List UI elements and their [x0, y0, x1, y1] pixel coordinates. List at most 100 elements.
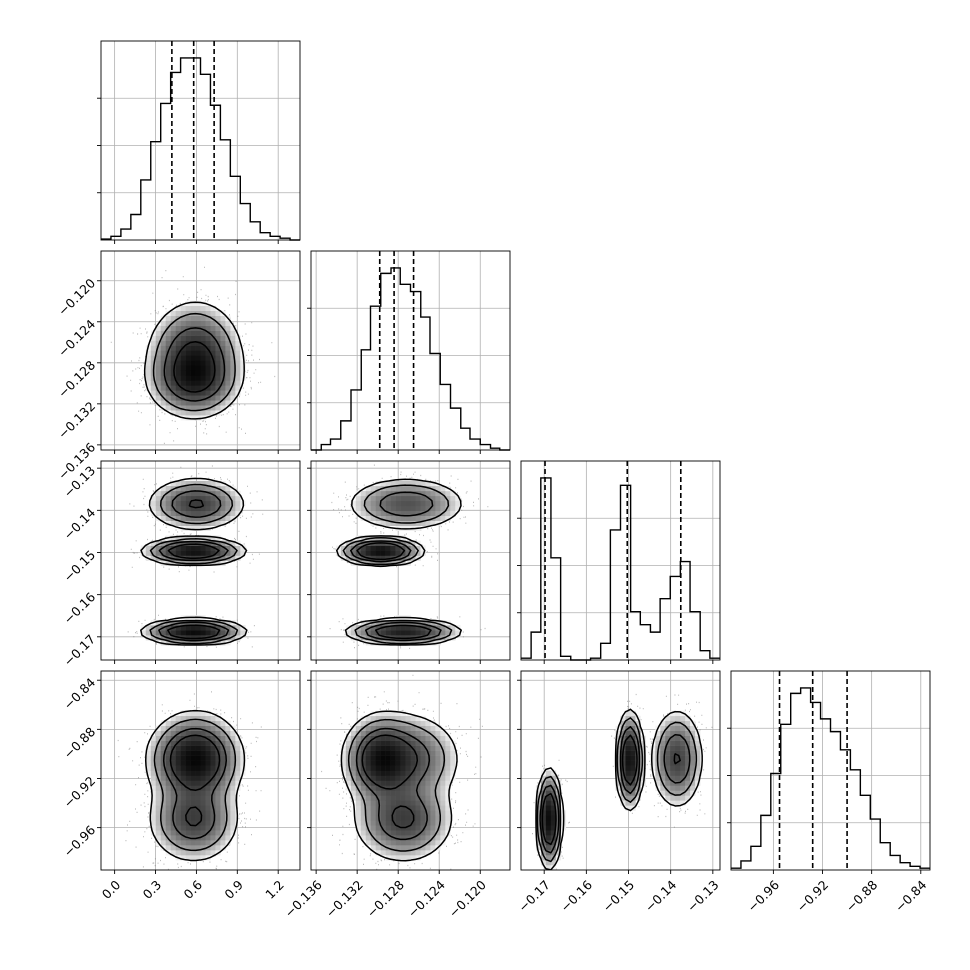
density-cell: [235, 375, 241, 381]
density-cell: [230, 755, 236, 761]
density-cell: [640, 770, 646, 776]
density-cell: [390, 545, 396, 551]
density-cell: [435, 790, 441, 796]
density-cell: [225, 355, 231, 361]
density-cell: [385, 490, 391, 497]
density-cell: [170, 480, 176, 487]
density-cell: [405, 835, 411, 841]
density-cell: [180, 785, 186, 791]
density-cell: [615, 785, 621, 791]
density-cell: [670, 750, 676, 756]
density-cell: [415, 795, 421, 801]
density-cell: [405, 625, 411, 631]
density-cell: [385, 780, 391, 786]
density-cell: [155, 490, 161, 497]
density-cell: [535, 840, 542, 846]
density-cell: [150, 350, 157, 356]
density-cell: [170, 825, 176, 831]
density-cell: [205, 805, 211, 811]
density-cell: [205, 340, 211, 346]
density-cell: [365, 770, 371, 776]
density-cell: [350, 730, 357, 736]
density-cell: [185, 800, 191, 806]
density-cell: [680, 755, 686, 761]
density-cell: [690, 755, 696, 761]
density-cell: [230, 355, 236, 361]
contour-line-1: [541, 734, 681, 846]
density-cell: [215, 840, 221, 846]
density-cell: [175, 840, 181, 846]
contour-line-1: [167, 499, 221, 640]
density-cell: [225, 725, 231, 731]
density-cell: [400, 640, 406, 646]
density-cell: [205, 770, 211, 776]
density-cell: [670, 785, 676, 791]
density-cell: [410, 515, 416, 521]
density-cell: [405, 755, 411, 761]
density-cell: [220, 630, 226, 636]
density-cell: [355, 775, 362, 781]
density-cell: [655, 730, 661, 736]
density-cell: [215, 805, 221, 811]
density-cell: [185, 360, 191, 366]
density-cell: [185, 540, 191, 546]
density-cell: [430, 750, 436, 756]
density-cell: [220, 765, 226, 771]
density-cell: [415, 520, 421, 526]
density-cell: [185, 500, 191, 507]
density-cell: [230, 735, 236, 741]
density-cell: [675, 745, 681, 751]
density-cell: [425, 790, 431, 796]
density-cell: [180, 375, 186, 381]
density-cell: [545, 845, 552, 851]
density-cell: [625, 750, 631, 756]
density-cell: [545, 865, 552, 870]
density-cell: [175, 810, 181, 816]
density-cell: [160, 800, 166, 806]
density-cell: [200, 390, 206, 396]
density-cell: [625, 710, 631, 717]
density-cell: [185, 370, 191, 376]
density-cell: [155, 800, 161, 806]
density-cell: [405, 765, 411, 771]
density-cell: [145, 355, 152, 361]
density-cell: [220, 835, 226, 841]
density-cell: [650, 750, 656, 756]
density-cell: [145, 630, 152, 636]
density-cell: [395, 795, 401, 801]
density-cell: [200, 315, 206, 321]
density-cell: [405, 730, 411, 736]
density-cell: [175, 830, 181, 836]
density-cell: [680, 745, 686, 751]
density-cell: [660, 750, 666, 756]
density-cell: [230, 765, 236, 771]
density-cell: [195, 305, 201, 311]
density-cell: [690, 770, 696, 776]
density-cell: [425, 825, 431, 831]
density-cell: [375, 555, 381, 561]
density-cell: [405, 480, 411, 487]
contour-line-2: [163, 327, 226, 402]
density-cell: [215, 815, 221, 821]
density-cell: [185, 710, 191, 717]
density-cell: [365, 760, 371, 766]
density-cell: [175, 850, 181, 856]
density-cell: [435, 495, 441, 502]
density-cell: [180, 390, 186, 396]
density-cell: [690, 730, 696, 736]
density-cell: [365, 830, 371, 836]
density-cell: [395, 755, 401, 761]
density-cell: [375, 550, 381, 556]
density-cell: [195, 850, 201, 856]
density-cell: [140, 550, 147, 556]
density-cell: [185, 715, 191, 722]
density-cell: [415, 805, 421, 811]
density-cell: [230, 340, 236, 346]
density-cell: [410, 500, 416, 507]
density-cell: [165, 405, 171, 411]
density-cell: [675, 730, 681, 736]
density-cell: [390, 850, 396, 856]
density-cell: [360, 720, 367, 727]
density-cell: [405, 500, 411, 507]
density-cell: [150, 765, 157, 771]
